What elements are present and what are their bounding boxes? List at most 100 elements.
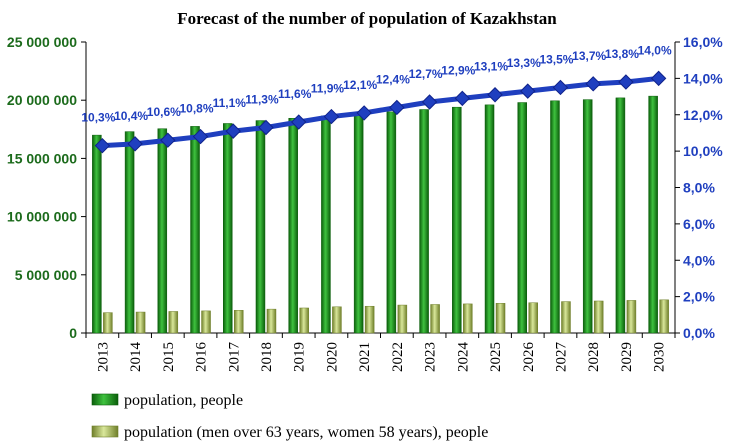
x-axis-tick-labels: 2013 2014 2015 2016 2017 2018 2019 2020 2021 2022… bbox=[95, 342, 667, 373]
chart-title: Forecast of the number of population of … bbox=[177, 9, 557, 28]
share-point bbox=[192, 128, 209, 145]
x-axis-tick-label: 2027 bbox=[553, 342, 569, 373]
bar-retirees bbox=[626, 300, 637, 334]
share-point bbox=[290, 114, 307, 130]
legend-label-population: population, people bbox=[124, 392, 243, 409]
axes: 0 5 000 000 10 000 000 15 000 000 20 000 000… bbox=[7, 34, 723, 341]
legend-item-retirees: population (men over 63 years, women 58 … bbox=[91, 424, 488, 441]
x-axis-tick-label: 2017 bbox=[226, 342, 242, 373]
bar-population bbox=[419, 109, 429, 334]
share-data-label: 13,7% bbox=[572, 49, 606, 63]
bar-population bbox=[288, 117, 298, 334]
left-axis-tick-label: 5 000 000 bbox=[15, 267, 77, 283]
bar-population bbox=[92, 134, 102, 334]
share-point bbox=[585, 76, 601, 92]
bar-retirees bbox=[234, 310, 244, 334]
share-point bbox=[552, 79, 569, 96]
bar-retirees bbox=[593, 300, 604, 334]
bar-retirees bbox=[332, 306, 342, 334]
bar-population bbox=[452, 106, 462, 334]
share-data-label: 11,3% bbox=[245, 92, 279, 106]
x-axis-tick-label: 2019 bbox=[292, 342, 308, 372]
share-point bbox=[389, 99, 405, 116]
bar-retirees bbox=[201, 310, 211, 334]
share-data-label: 13,5% bbox=[539, 52, 573, 66]
right-axis-tick-label: 12,0% bbox=[683, 107, 723, 123]
share-point bbox=[160, 132, 176, 148]
share-point bbox=[356, 105, 372, 121]
bar-retirees bbox=[135, 311, 146, 334]
right-axis-tick-label: 4,0% bbox=[683, 252, 715, 268]
bar-retirees bbox=[168, 311, 179, 334]
left-axis-tick-label: 20 000 000 bbox=[7, 92, 77, 108]
right-axis-tick-label: 10,0% bbox=[683, 143, 723, 159]
legend-item-population: population, people bbox=[91, 392, 243, 409]
x-axis-tick-label: 2026 bbox=[521, 342, 537, 373]
bar-population bbox=[648, 95, 658, 334]
x-axis-tick-label: 2029 bbox=[619, 342, 635, 372]
share-point bbox=[127, 136, 143, 152]
share-point bbox=[520, 83, 536, 99]
share-point bbox=[650, 70, 667, 87]
bar-population bbox=[386, 111, 397, 334]
left-axis-tick-label: 10 000 000 bbox=[7, 209, 77, 225]
bar-population bbox=[353, 113, 364, 334]
share-data-label: 12,1% bbox=[343, 78, 377, 92]
left-axis-tick-label: 0 bbox=[69, 325, 77, 341]
bar-retirees bbox=[397, 304, 408, 334]
x-axis-tick-label: 2025 bbox=[488, 342, 504, 372]
x-axis-tick-label: 2024 bbox=[455, 342, 471, 373]
bar-population bbox=[615, 97, 626, 334]
share-point bbox=[94, 137, 111, 154]
share-line-series: 10,3%10,4%10,6%10,8% 11,1% 11,3% 11,6% 11,9%… bbox=[81, 43, 672, 154]
share-data-label: 14,0% bbox=[638, 43, 672, 57]
share-data-label: 12,9% bbox=[441, 63, 475, 77]
share-data-label: 11,9% bbox=[311, 82, 345, 96]
x-axis-tick-label: 2020 bbox=[324, 342, 340, 372]
share-point bbox=[421, 94, 438, 110]
x-axis-tick-label: 2023 bbox=[423, 342, 439, 372]
x-axis-tick-label: 2018 bbox=[259, 342, 275, 372]
bar-population bbox=[321, 115, 331, 334]
bar-population bbox=[517, 102, 527, 334]
legend-label-retirees: population (men over 63 years, women 58 … bbox=[124, 424, 488, 441]
bar-retirees bbox=[103, 312, 113, 334]
bar-retirees bbox=[528, 302, 538, 334]
bar-retirees bbox=[495, 303, 506, 334]
bar-population bbox=[124, 131, 135, 334]
x-axis-tick-label: 2013 bbox=[95, 342, 111, 372]
share-data-label: 13,3% bbox=[507, 56, 541, 70]
bar-population bbox=[550, 100, 560, 334]
bar-population bbox=[223, 123, 233, 334]
bar-population bbox=[484, 104, 495, 334]
bar-population bbox=[157, 128, 168, 334]
x-axis-tick-label: 2021 bbox=[357, 342, 373, 372]
legend-swatch-population bbox=[91, 393, 119, 406]
legend: population, people population (men over … bbox=[91, 392, 488, 441]
share-data-label: 12,7% bbox=[409, 67, 443, 81]
left-axis-tick-label: 15 000 000 bbox=[7, 150, 77, 166]
right-axis-tick-label: 0,0% bbox=[683, 325, 715, 341]
share-point bbox=[618, 74, 634, 90]
share-data-label: 10,3% bbox=[81, 111, 115, 125]
bar-retirees bbox=[299, 307, 309, 334]
left-axis-tick-label: 25 000 000 bbox=[7, 34, 77, 50]
share-point bbox=[454, 90, 471, 107]
share-data-label: 10,8% bbox=[180, 102, 214, 116]
share-data-label: 11,6% bbox=[278, 87, 312, 101]
share-point bbox=[487, 87, 503, 103]
share-data-label: 10,4% bbox=[114, 109, 148, 123]
bar-retirees bbox=[364, 305, 375, 334]
bar-retirees bbox=[659, 299, 669, 334]
share-data-label: 11,1% bbox=[213, 96, 247, 110]
right-axis-tick-label: 2,0% bbox=[683, 289, 715, 305]
x-axis-tick-label: 2028 bbox=[586, 342, 602, 372]
share-point bbox=[323, 108, 340, 125]
right-axis-tick-label: 16,0% bbox=[683, 34, 723, 50]
right-axis-tick-label: 6,0% bbox=[683, 216, 715, 232]
x-axis-tick-label: 2015 bbox=[161, 342, 177, 372]
x-axis-tick-label: 2022 bbox=[390, 342, 406, 372]
legend-swatch-retirees bbox=[91, 425, 119, 438]
share-point bbox=[225, 123, 241, 139]
